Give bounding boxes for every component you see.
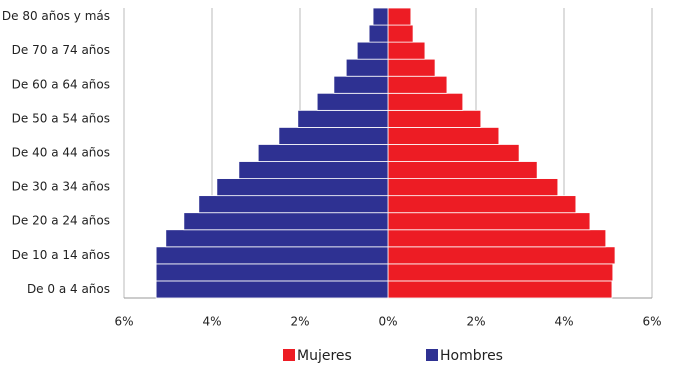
bar (183, 212, 389, 231)
bar (387, 246, 616, 265)
bar (387, 127, 500, 145)
x-tick-label: 4% (554, 315, 573, 329)
legend-swatch (426, 349, 438, 361)
legend-label: Mujeres (297, 348, 352, 364)
y-tick-label: De 10 a 14 años (12, 248, 110, 262)
bar (387, 178, 559, 197)
bar (345, 58, 389, 77)
bar (387, 212, 591, 231)
x-tick-label: 4% (202, 315, 221, 329)
bar (387, 144, 520, 162)
bar (155, 280, 389, 299)
bar (387, 7, 412, 26)
y-tick-label: De 70 a 74 años (12, 43, 110, 57)
bar (155, 263, 389, 282)
x-tick-label: 6% (642, 315, 661, 329)
x-tick-label: 6% (114, 315, 133, 329)
x-tick-label: 2% (466, 315, 485, 329)
bar (155, 246, 389, 265)
bar (198, 195, 389, 214)
bar (387, 92, 464, 111)
bar (356, 41, 389, 60)
bar (238, 161, 389, 179)
bar (216, 178, 389, 197)
bar (387, 195, 577, 214)
bar (165, 229, 389, 248)
y-tick-label: De 20 a 24 años (12, 214, 110, 228)
legend-swatch (283, 349, 295, 361)
bar (387, 161, 538, 179)
bar (368, 24, 389, 43)
bar (257, 144, 389, 162)
bar (316, 92, 389, 111)
y-tick-label: De 0 a 4 años (27, 282, 110, 296)
bar (387, 75, 448, 94)
y-tick-label: De 60 a 64 años (12, 77, 110, 91)
bar (387, 263, 614, 282)
y-tick-label: De 80 años y más (2, 9, 110, 23)
bar (333, 75, 389, 94)
y-tick-label: De 30 a 34 años (12, 180, 110, 194)
bar (278, 127, 389, 145)
bar (387, 41, 426, 60)
bar (387, 109, 482, 128)
y-tick-label: De 40 a 44 años (12, 146, 110, 160)
x-tick-label: 0% (378, 315, 397, 329)
bar (387, 24, 414, 43)
legend-label: Hombres (440, 348, 503, 364)
bar (297, 109, 389, 128)
bar (387, 280, 613, 299)
bar (387, 58, 436, 77)
bar (387, 229, 607, 248)
bar (372, 7, 389, 26)
x-tick-label: 2% (290, 315, 309, 329)
y-tick-label: De 50 a 54 años (12, 111, 110, 125)
